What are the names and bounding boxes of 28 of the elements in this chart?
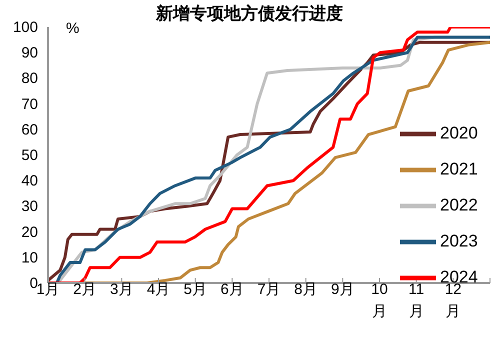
legend-label: 2022 xyxy=(440,195,478,214)
y-tick-label: 20 xyxy=(21,224,38,241)
y-tick-label: 10 xyxy=(21,249,38,266)
y-tick-label: 100 xyxy=(12,19,38,36)
y-tick-label: 30 xyxy=(21,198,38,216)
x-tick-label: 2月 xyxy=(73,281,97,298)
chart-title: 新增专项地方债发行进度 xyxy=(156,4,343,23)
x-tick-label: 9月 xyxy=(330,281,354,298)
x-tick-label: 11月 xyxy=(408,281,424,320)
legend-label: 2023 xyxy=(440,231,478,250)
x-tick-label: 7月 xyxy=(257,281,281,298)
y-tick-label: 90 xyxy=(21,44,38,62)
y-tick-label: 40 xyxy=(21,172,38,190)
legend-label: 2020 xyxy=(440,123,478,142)
x-tick-label: 5月 xyxy=(184,281,208,298)
x-tick-label: 4月 xyxy=(146,281,170,298)
x-tick-label: 6月 xyxy=(220,281,244,298)
x-tick-label: 10月 xyxy=(371,281,388,320)
x-tick-label: 1月 xyxy=(36,281,60,298)
y-tick-label: 60 xyxy=(21,121,38,138)
y-tick-label: 70 xyxy=(21,96,38,113)
y-tick-label: 80 xyxy=(21,70,38,88)
y-axis-title: % xyxy=(66,20,80,37)
legend-label: 2021 xyxy=(440,159,478,178)
x-tick-label: 8月 xyxy=(294,281,318,298)
y-tick-label: 50 xyxy=(21,147,38,164)
x-tick-label: 3月 xyxy=(110,281,134,298)
y-tick-label: 0 xyxy=(30,275,38,292)
